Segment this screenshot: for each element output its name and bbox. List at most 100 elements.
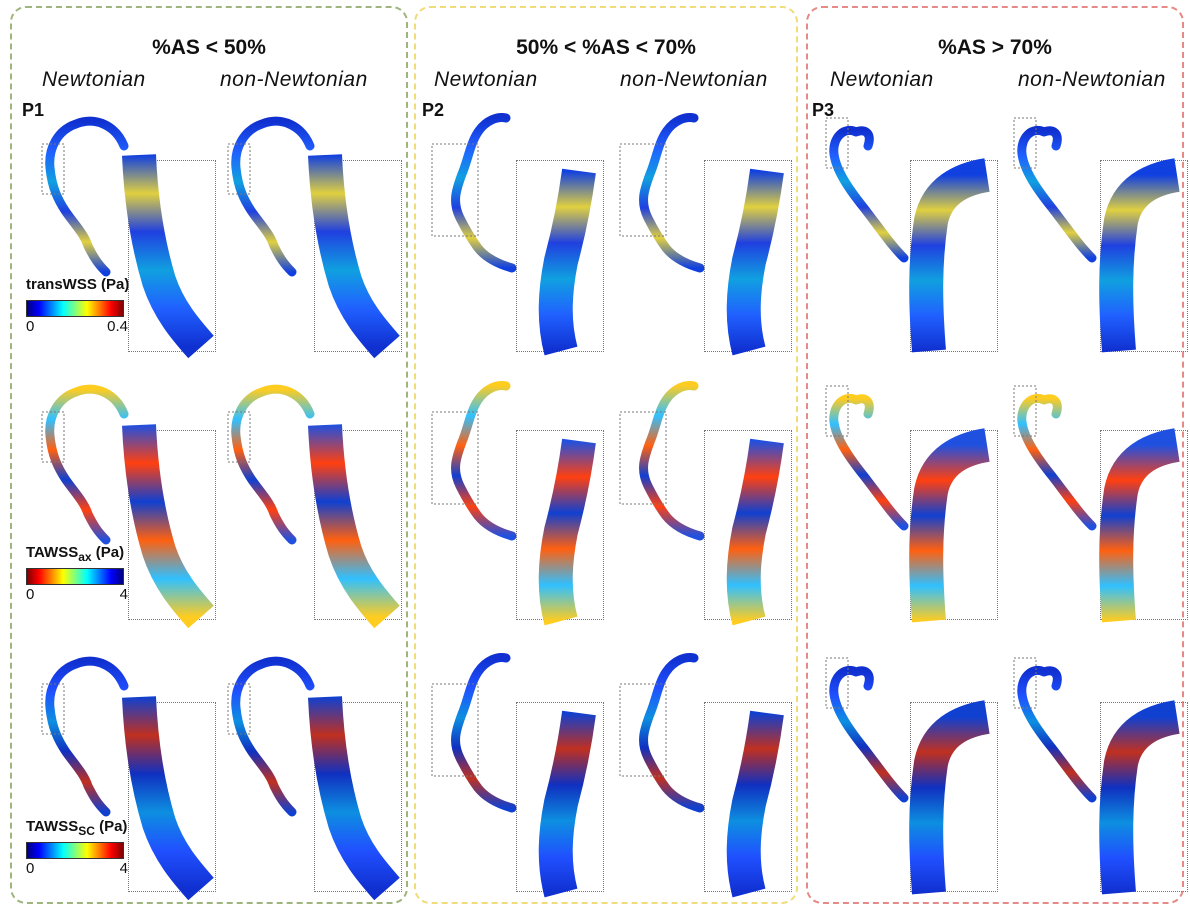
panel-p2: 50% < %AS < 70% Newtonian non-Newtonian … [414,6,798,904]
vessel-overview [431,381,517,541]
zoom-region-box [619,683,667,777]
vessel-surface [231,384,315,545]
colorbar-min: 0 [26,318,35,335]
vessel-overview [825,117,909,263]
vessel-surface [639,653,705,813]
zoom-inset [1099,428,1188,623]
colorbar-max: 4 [119,586,128,603]
colorbar-label: TAWSS [26,818,79,835]
vessel-overview [41,656,129,817]
inset-vessel [1099,158,1181,353]
model-label-newtonian: Newtonian [42,68,146,91]
vessel-surface [451,381,517,541]
vessel-overview [1013,117,1097,263]
inset-vessel-surface [538,710,596,898]
inset-vessel [726,710,784,898]
vessel-overview [825,657,909,803]
vessel-overview [227,656,315,817]
vessel-surface [45,116,129,277]
zoom-inset [1099,700,1188,895]
colorbar-tawss-sc: TAWSSSC (Pa) 0 4 [26,818,128,877]
inset-vessel-surface [538,438,596,626]
inset-vessel-surface [122,424,214,629]
vessel-surface [829,666,909,803]
vessel-surface [829,394,909,531]
model-label-non-newtonian: non-Newtonian [1018,68,1166,91]
patient-id: P2 [422,100,445,120]
inset-vessel-surface [538,168,596,356]
colorbar-label: transWSS (Pa) [26,276,130,293]
colorbar-unit: (Pa) [94,818,128,835]
inset-vessel-surface [909,158,991,353]
inset-vessel-surface [726,438,784,626]
inset-vessel-surface [122,154,214,359]
colorbar-label: TAWSS [26,544,79,561]
zoom-region-box [619,143,667,237]
inset-vessel-surface [308,696,400,901]
inset-vessel [726,438,784,626]
vessel-surface [451,653,517,813]
panel-title: %AS < 50% [152,36,266,59]
zoom-region-box [431,411,479,505]
zoom-inset [308,696,402,901]
inset-vessel-surface [726,710,784,898]
zoom-region-box [431,143,479,237]
inset-vessel [122,696,214,901]
inset-vessel [122,424,214,629]
zoom-region-box [619,411,667,505]
vessel-overview [619,113,705,273]
zoom-inset [516,702,604,898]
vessel-surface [1017,666,1097,803]
zoom-inset [704,160,792,356]
colorbar-unit: (Pa) [91,544,125,561]
inset-vessel [909,428,991,623]
colorbar-sub: ax [78,550,92,564]
zoom-inset [122,424,216,629]
zoom-region-box [431,683,479,777]
model-label-non-newtonian: non-Newtonian [620,68,768,91]
zoom-inset [122,696,216,901]
inset-vessel [308,696,400,901]
vessel-overview [227,116,315,277]
colorbar-gradient [26,300,124,317]
vessel-surface [639,381,705,541]
inset-vessel [1099,428,1181,623]
inset-vessel-surface [909,428,991,623]
inset-vessel-surface [909,700,991,895]
vessel-overview [1013,385,1097,531]
inset-vessel-surface [1099,700,1181,895]
vessel-overview [825,385,909,531]
inset-vessel-surface [1099,158,1181,353]
model-label-newtonian: Newtonian [434,68,538,91]
vessel-surface [45,384,129,545]
zoom-inset [704,702,792,898]
vessel-surface [45,656,129,817]
vessel-surface [829,126,909,263]
colorbar-min: 0 [26,586,35,603]
colorbar-max: 4 [119,860,128,877]
inset-vessel [538,438,596,626]
vessel-surface [1017,394,1097,531]
colorbar-gradient [26,842,124,859]
vessel-overview [1013,657,1097,803]
inset-vessel [909,700,991,895]
patient-id: P3 [812,100,835,120]
inset-vessel [308,154,400,359]
model-label-newtonian: Newtonian [830,68,934,91]
zoom-inset [909,700,998,895]
inset-vessel-surface [1099,428,1181,623]
inset-vessel [538,168,596,356]
vessel-overview [619,381,705,541]
panel-title: 50% < %AS < 70% [516,36,696,59]
vessel-overview [431,653,517,813]
zoom-inset [516,430,604,626]
vessel-overview [619,653,705,813]
inset-vessel [1099,700,1181,895]
colorbar-sub: SC [78,824,95,838]
panel-p3: %AS > 70% Newtonian non-Newtonian P3 [806,6,1184,904]
inset-vessel-surface [726,168,784,356]
vessel-overview [41,116,129,277]
zoom-inset [122,154,216,359]
vessel-surface [639,113,705,273]
vessel-overview [41,384,129,545]
